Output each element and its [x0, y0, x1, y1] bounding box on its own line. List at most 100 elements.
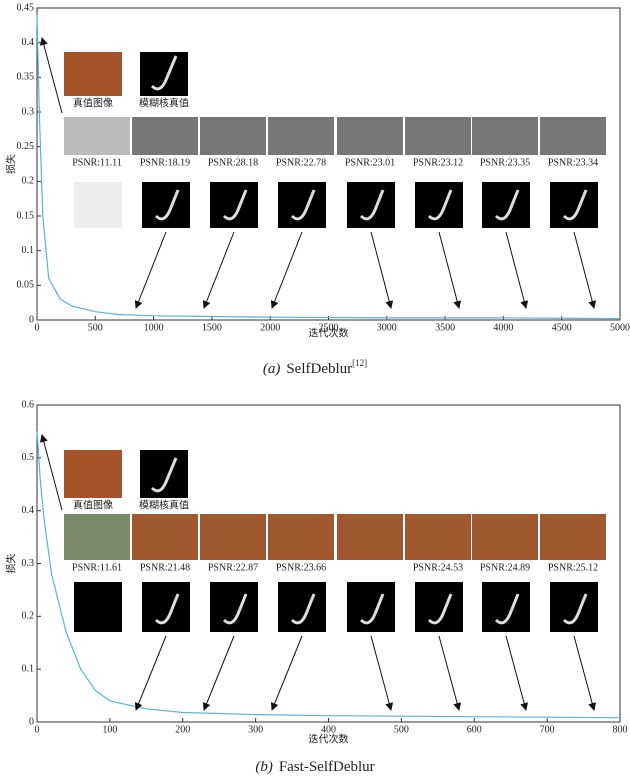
psnr-label: PSNR:23.66 — [276, 562, 326, 573]
loss-line — [37, 431, 620, 717]
psnr-label: PSNR:11.61 — [72, 562, 122, 573]
reference-label: 模糊核真值 — [139, 498, 189, 511]
kernel-truth-image — [140, 52, 188, 96]
x-tick-label: 2000 — [260, 322, 280, 333]
y-tick-label: 0.3 — [22, 106, 35, 117]
kernel-image — [142, 182, 190, 228]
arrow — [42, 38, 62, 113]
estimated-image — [540, 514, 606, 560]
estimated-image — [540, 117, 606, 155]
plot-frame — [37, 405, 620, 722]
y-tick-label: 0.1 — [22, 245, 35, 256]
arrow — [42, 435, 62, 510]
y-tick-label: 0.6 — [22, 399, 35, 410]
arrow — [439, 636, 459, 710]
kernel-image — [142, 582, 190, 632]
psnr-label: PSNR:23.35 — [480, 157, 530, 168]
kernel-image — [550, 582, 598, 632]
estimated-image — [200, 514, 266, 560]
arrow — [272, 636, 302, 710]
psnr-label: PSNR:11.11 — [72, 157, 122, 168]
kernel-image — [74, 182, 122, 228]
caption: (b)Fast-SelfDeblur — [255, 759, 374, 775]
arrow — [439, 232, 459, 308]
psnr-label: PSNR:23.01 — [345, 157, 395, 168]
y-tick-label: 0.5 — [22, 452, 35, 463]
page: 00.050.10.150.20.250.30.350.40.450500100… — [0, 0, 630, 781]
kernel-image — [550, 182, 598, 228]
y-tick-label: 0.4 — [22, 505, 35, 516]
x-tick-label: 4500 — [552, 322, 572, 333]
kernel-image — [347, 182, 395, 228]
psnr-label: PSNR:22.78 — [276, 157, 326, 168]
kernel-image — [415, 582, 463, 632]
estimated-image — [472, 117, 538, 155]
arrow — [136, 232, 166, 308]
psnr-label: PSNR:28.18 — [208, 157, 258, 168]
x-tick-label: 0 — [35, 724, 40, 735]
kernel-image — [482, 582, 530, 632]
x-tick-label: 500 — [88, 322, 103, 333]
x-tick-label: 1000 — [144, 322, 164, 333]
loss-line — [37, 15, 620, 319]
psnr-label: PSNR:23.12 — [413, 157, 463, 168]
estimated-image — [405, 514, 471, 560]
estimated-image — [64, 514, 130, 560]
estimated-image — [337, 117, 403, 155]
psnr-label: PSNR:24.89 — [480, 562, 530, 573]
x-tick-label: 4000 — [493, 322, 513, 333]
x-tick-label: 3000 — [377, 322, 397, 333]
caption-ref: [12] — [352, 358, 367, 368]
x-tick-label: 100 — [102, 724, 117, 735]
y-tick-label: 0.1 — [22, 663, 35, 674]
arrow — [371, 636, 391, 710]
kernel-image — [347, 582, 395, 632]
y-tick-label: 0.35 — [17, 72, 35, 83]
psnr-label: PSNR:21.48 — [140, 562, 190, 573]
estimated-image — [337, 514, 403, 560]
y-tick-label: 0.2 — [22, 176, 35, 187]
x-tick-label: 800 — [613, 724, 628, 735]
x-tick-label: 0 — [35, 322, 40, 333]
psnr-label: PSNR:22.87 — [208, 562, 258, 573]
kernel-image — [74, 582, 122, 632]
kernel-truth-image — [140, 450, 188, 498]
kernel-image — [210, 582, 258, 632]
caption-label: (a) — [263, 361, 281, 377]
y-tick-label: 0.3 — [22, 558, 35, 569]
y-tick-label: 0 — [29, 716, 34, 727]
y-tick-label: 0.05 — [17, 280, 35, 291]
plot-frame — [37, 8, 620, 320]
psnr-label: PSNR:25.12 — [548, 562, 598, 573]
x-tick-label: 1500 — [202, 322, 222, 333]
estimated-image — [64, 117, 130, 155]
estimated-image — [132, 117, 198, 155]
arrow — [272, 232, 302, 308]
arrow — [574, 232, 594, 308]
estimated-image — [405, 117, 471, 155]
y-tick-label: 0.4 — [22, 37, 35, 48]
kernel-image — [415, 182, 463, 228]
figure: 00.050.10.150.20.250.30.350.40.450500100… — [0, 0, 630, 781]
caption-label: (b) — [255, 759, 273, 775]
y-tick-label: 0.25 — [17, 141, 35, 152]
y-tick-label: 0.2 — [22, 611, 35, 622]
arrow — [506, 636, 526, 710]
caption-text: SelfDeblur — [286, 361, 352, 377]
estimated-image — [132, 514, 198, 560]
ground-truth-image — [64, 52, 122, 96]
caption: (a) SelfDeblur[12] — [263, 358, 367, 377]
y-tick-label: 0 — [29, 314, 34, 325]
x-tick-label: 700 — [540, 724, 555, 735]
kernel-image — [482, 182, 530, 228]
x-tick-label: 500 — [394, 724, 409, 735]
estimated-image — [472, 514, 538, 560]
arrow — [371, 232, 391, 308]
y-axis-label: 损失 — [4, 554, 17, 574]
x-tick-label: 600 — [467, 724, 482, 735]
kernel-image — [210, 182, 258, 228]
estimated-image — [200, 117, 266, 155]
arrow — [506, 232, 526, 308]
y-axis-label: 损失 — [4, 154, 17, 174]
kernel-image — [278, 182, 326, 228]
